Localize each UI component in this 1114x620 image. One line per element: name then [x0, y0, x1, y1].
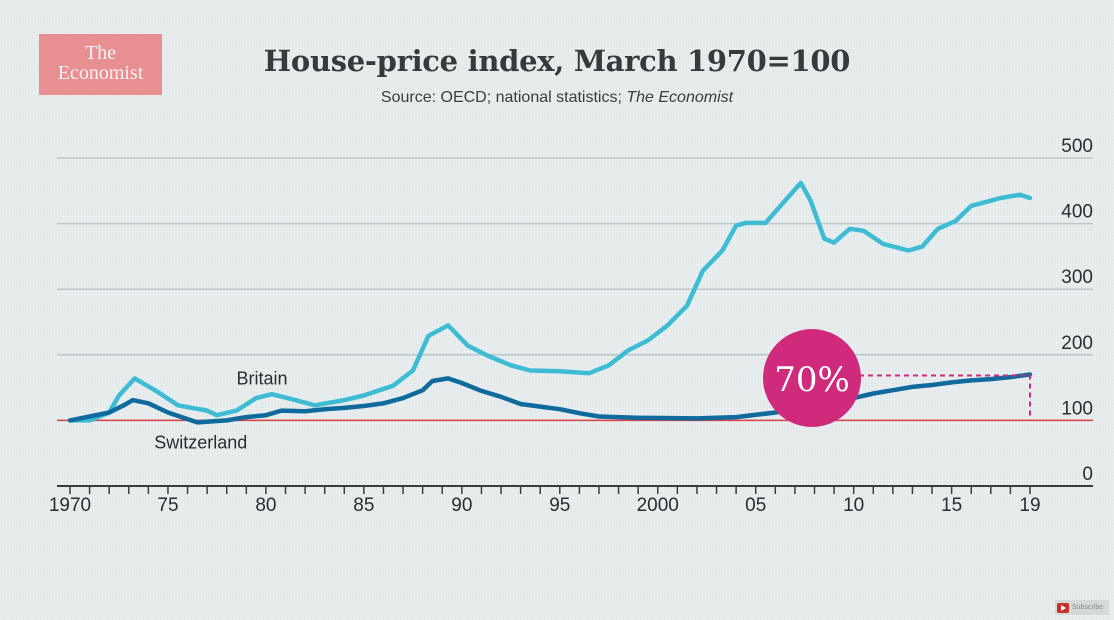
series-lines — [67, 180, 1033, 425]
callout-circle — [763, 329, 861, 427]
label-switzerland: Switzerland — [154, 432, 247, 452]
y-tick-label: 500 — [1061, 136, 1093, 157]
x-tick-label: 10 — [843, 495, 864, 516]
y-axis: 0 100 200 300 400 500 — [1061, 136, 1093, 485]
x-tick-label: 80 — [255, 495, 276, 516]
subtitle-source: Source: OECD; national statistics; — [380, 89, 627, 106]
logo-line1: The — [84, 42, 117, 64]
x-tick-label: 2000 — [637, 495, 679, 516]
youtube-icon — [1057, 602, 1069, 613]
x-axis: 1970 75 80 85 90 95 2000 05 10 15 19 — [49, 485, 1093, 516]
annotations: Britain Switzerland 70% — [154, 329, 1031, 452]
x-tick-label: 75 — [157, 495, 178, 516]
y-tick-label: 400 — [1061, 202, 1093, 223]
x-tick-label: 05 — [745, 495, 766, 516]
chart-subtitle: Source: OECD; national statistics; The E… — [0, 89, 1114, 107]
x-tick-label: 85 — [353, 495, 374, 516]
y-tick-label: 0 — [1082, 464, 1093, 485]
y-tick-label: 200 — [1061, 333, 1093, 354]
logo-line2: Economist — [57, 62, 144, 84]
x-tick-label: 1970 — [49, 495, 91, 516]
y-tick-label: 300 — [1061, 267, 1093, 288]
series-line-switzerland — [67, 372, 1033, 425]
chart-title: House-price index, March 1970=100 — [263, 44, 851, 78]
callout-label: 70% — [774, 360, 850, 400]
subscribe-button[interactable]: Subscribe — [1055, 600, 1109, 615]
label-britain: Britain — [237, 369, 288, 389]
subtitle-source-italic: The Economist — [626, 89, 734, 106]
economist-logo: The Economist — [39, 34, 162, 95]
x-tick-label: 95 — [549, 495, 570, 516]
x-tick-label: 90 — [451, 495, 472, 516]
x-tick-label: 15 — [941, 495, 962, 516]
subscribe-label: Subscribe — [1072, 604, 1104, 611]
series-line-britain — [67, 180, 1033, 423]
grid — [57, 157, 1093, 422]
y-tick-label: 100 — [1061, 398, 1093, 419]
x-tick-label: 19 — [1019, 495, 1040, 516]
